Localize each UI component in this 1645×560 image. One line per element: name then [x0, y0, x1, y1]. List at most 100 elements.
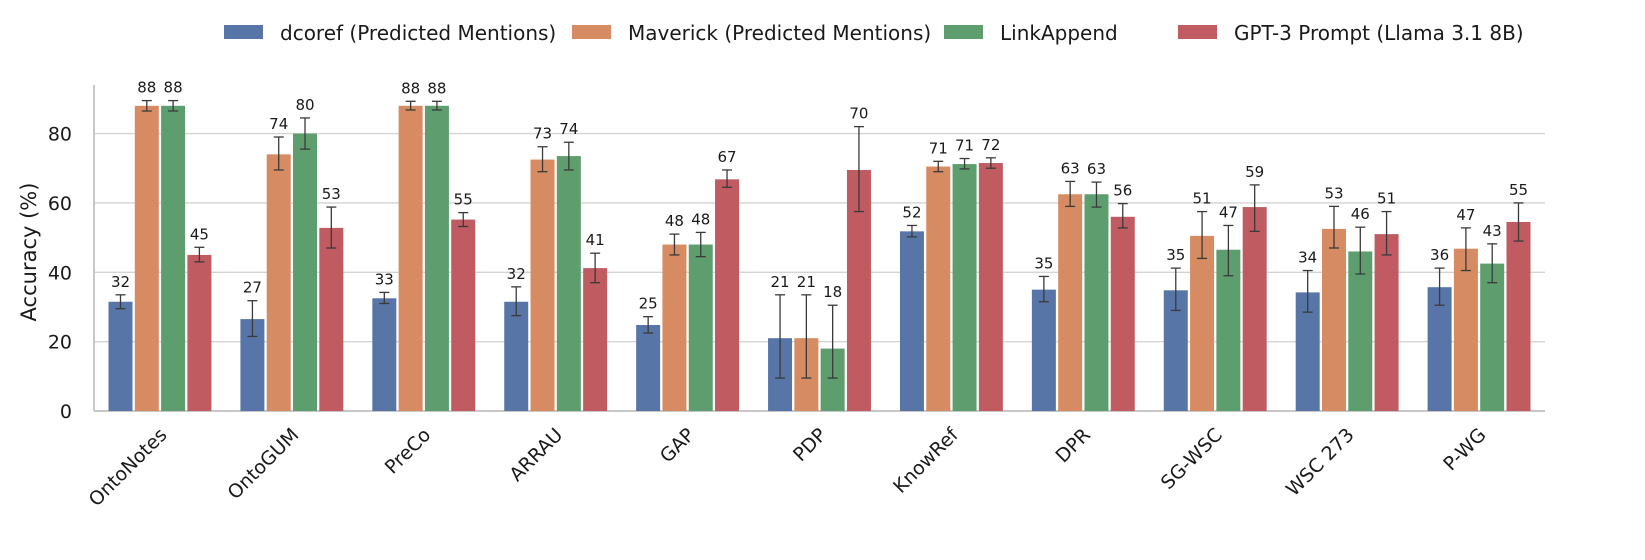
y-axis-label: Accuracy (%) — [17, 183, 41, 322]
data-label-wsc-273-gpt: 51 — [1377, 190, 1396, 208]
x-tick-label-arrau: ARRAU — [505, 424, 567, 486]
data-label-dpr-dcoref: 35 — [1034, 254, 1053, 272]
data-label-sg-wsc-maverick: 51 — [1193, 190, 1212, 208]
data-label-ontogum-gpt: 53 — [322, 185, 341, 203]
y-tick-labels: 0 20 40 60 80 — [48, 124, 72, 423]
data-label-preco-gpt: 55 — [454, 191, 473, 209]
x-tick-label-dpr: DPR — [1052, 424, 1095, 467]
bar-arrau-dcoref — [504, 301, 529, 411]
bar-arrau-gpt — [583, 268, 608, 411]
bar-ontonotes-gpt — [187, 254, 212, 411]
bar-sg-wsc-linkappend — [1216, 249, 1241, 411]
bar-p-wg-maverick — [1453, 248, 1478, 411]
legend-label-dcoref: dcoref (Predicted Mentions) — [280, 21, 556, 45]
data-label-pdp-dcoref: 21 — [771, 273, 790, 291]
bar-ontonotes-dcoref — [108, 301, 133, 411]
bar-preco-dcoref — [372, 298, 397, 411]
data-label-knowref-linkappend: 71 — [955, 137, 974, 155]
legend-swatch-gpt — [1178, 25, 1217, 39]
bar-ontogum-linkappend — [293, 133, 318, 411]
bar-dpr-linkappend — [1084, 194, 1109, 411]
bar-ontonotes-maverick — [134, 105, 159, 412]
data-label-sg-wsc-linkappend: 47 — [1219, 203, 1238, 221]
x-tick-label-wsc-273: WSC 273 — [1282, 424, 1359, 501]
bar-sg-wsc-gpt — [1242, 207, 1267, 411]
data-label-wsc-273-dcoref: 34 — [1298, 249, 1317, 267]
bar-gap-maverick — [662, 244, 687, 411]
bar-preco-linkappend — [424, 105, 449, 412]
bar-dpr-maverick — [1058, 194, 1083, 411]
bar-wsc-273-maverick — [1321, 228, 1346, 411]
bar-preco-maverick — [398, 105, 423, 412]
bar-gap-gpt — [715, 179, 740, 411]
data-label-knowref-gpt: 72 — [981, 136, 1000, 154]
bar-dpr-dcoref — [1031, 289, 1056, 411]
bars — [108, 105, 1531, 412]
legend-label-maverick: Maverick (Predicted Mentions) — [628, 21, 931, 45]
data-label-sg-wsc-dcoref: 35 — [1166, 246, 1185, 264]
x-tick-label-knowref: KnowRef — [889, 423, 964, 498]
y-tick-label-0: 0 — [60, 401, 72, 423]
data-label-ontonotes-linkappend: 88 — [164, 79, 183, 97]
data-label-p-wg-maverick: 47 — [1456, 206, 1475, 224]
legend: dcoref (Predicted Mentions) Maverick (Pre… — [224, 21, 1524, 45]
x-tick-label-ontogum: OntoGUM — [223, 424, 303, 504]
data-label-gap-dcoref: 25 — [639, 295, 658, 313]
bar-gap-linkappend — [688, 244, 713, 411]
x-tick-label-sg-wsc: SG-WSC — [1157, 424, 1227, 494]
legend-swatch-maverick — [572, 25, 611, 39]
data-label-pdp-maverick: 21 — [797, 273, 816, 291]
data-label-ontogum-dcoref: 27 — [243, 279, 262, 297]
data-label-p-wg-dcoref: 36 — [1430, 246, 1449, 264]
data-label-p-wg-linkappend: 43 — [1483, 222, 1502, 240]
bar-wsc-273-linkappend — [1348, 251, 1373, 411]
error-bars — [115, 99, 1524, 379]
data-label-pdp-linkappend: 18 — [823, 283, 842, 301]
y-tick-label-20: 20 — [48, 332, 72, 354]
bar-ontogum-maverick — [266, 154, 291, 412]
x-tick-label-gap: GAP — [656, 424, 699, 467]
data-label-wsc-273-maverick: 53 — [1324, 184, 1343, 202]
data-label-knowref-maverick: 71 — [929, 139, 948, 157]
bar-sg-wsc-maverick — [1190, 235, 1215, 411]
bar-p-wg-linkappend — [1480, 263, 1505, 411]
bar-wsc-273-gpt — [1374, 234, 1399, 411]
legend-swatch-dcoref — [224, 25, 263, 39]
bar-arrau-maverick — [530, 159, 555, 411]
data-label-preco-linkappend: 88 — [427, 79, 446, 97]
data-label-gap-maverick: 48 — [665, 212, 684, 230]
bar-gap-dcoref — [636, 324, 661, 411]
data-label-ontonotes-gpt: 45 — [190, 225, 209, 243]
bar-dpr-gpt — [1110, 216, 1135, 411]
data-label-ontogum-maverick: 74 — [269, 115, 288, 133]
data-label-preco-dcoref: 33 — [375, 270, 394, 288]
data-label-arrau-maverick: 73 — [533, 125, 552, 143]
legend-label-gpt: GPT-3 Prompt (Llama 3.1 8B) — [1234, 21, 1524, 45]
data-label-dpr-linkappend: 63 — [1087, 160, 1106, 178]
bar-ontonotes-linkappend — [161, 105, 186, 412]
data-label-preco-maverick: 88 — [401, 79, 420, 97]
data-label-wsc-273-linkappend: 46 — [1351, 205, 1370, 223]
legend-label-linkappend: LinkAppend — [1000, 21, 1118, 45]
bar-knowref-maverick — [926, 166, 951, 411]
data-label-pdp-gpt: 70 — [849, 105, 868, 123]
legend-swatch-linkappend — [944, 25, 983, 39]
data-label-ontonotes-dcoref: 32 — [111, 273, 130, 291]
data-label-dpr-maverick: 63 — [1061, 159, 1080, 177]
data-label-arrau-linkappend: 74 — [559, 120, 578, 138]
data-label-dpr-gpt: 56 — [1113, 182, 1132, 200]
data-label-ontogum-linkappend: 80 — [295, 96, 314, 114]
bar-preco-gpt — [451, 219, 476, 411]
x-tick-label-ontonotes: OntoNotes — [85, 424, 172, 511]
data-label-ontonotes-maverick: 88 — [137, 79, 156, 97]
data-label-p-wg-gpt: 55 — [1509, 181, 1528, 199]
data-label-arrau-gpt: 41 — [586, 231, 605, 249]
bar-ontogum-gpt — [319, 227, 344, 411]
data-label-arrau-dcoref: 32 — [507, 265, 526, 283]
y-tick-label-60: 60 — [48, 193, 72, 215]
data-labels: 32 88 88 45 27 74 80 53 33 88 88 55 32 73 74 41 25 48 48 67… — [111, 79, 1528, 313]
data-label-knowref-dcoref: 52 — [902, 203, 921, 221]
bar-p-wg-dcoref — [1427, 287, 1452, 411]
bar-arrau-linkappend — [556, 156, 581, 411]
